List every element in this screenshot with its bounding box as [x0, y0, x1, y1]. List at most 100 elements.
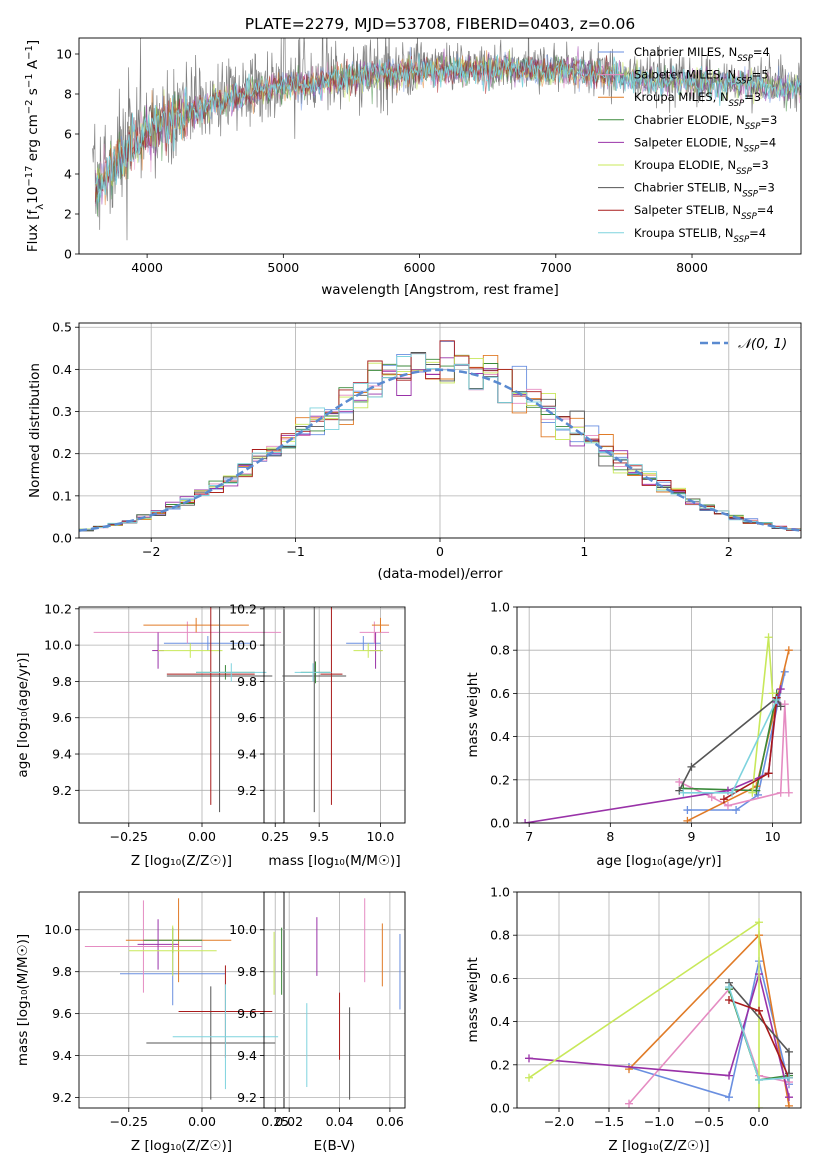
y-axis-label: mass weight [465, 957, 481, 1042]
y-tick-label: 9.4 [52, 747, 72, 762]
y-tick-label: 10 [56, 47, 72, 62]
massweight-marker [723, 801, 732, 810]
y-tick-label: 0.2 [490, 1057, 510, 1072]
y-tick-label: 4 [64, 167, 72, 182]
x-tick-label: 0.04 [326, 1114, 354, 1129]
x-tick-label: 8000 [676, 260, 708, 275]
x-tick-label: 4000 [131, 260, 163, 275]
y-tick-label: 9.6 [52, 710, 72, 725]
y-axis-label-part: −1 [24, 45, 35, 60]
x-axis-label: age [log₁₀(age/yr)] [596, 853, 721, 869]
y-tick-label: 0.8 [490, 643, 510, 658]
spectrum-title: PLATE=2279, MJD=53708, FIBERID=0403, z=0… [245, 15, 635, 33]
massweight-marker [755, 1075, 763, 1084]
plot-area [264, 892, 405, 1108]
legend-label-main: Kroupa ELODIE, N [634, 158, 736, 172]
massweight-marker [687, 762, 696, 771]
massweight-line [678, 696, 782, 791]
x-tick-label: −2.0 [544, 1114, 574, 1129]
y-tick-label: 10.2 [44, 601, 72, 616]
legend-label-sub: SSP [729, 99, 745, 109]
y-axis-label: age [log₁₀(age/yr)] [15, 652, 31, 777]
x-tick-label: 9 [687, 829, 695, 844]
x-tick-label: −0.5 [694, 1114, 724, 1129]
legend-label-sub: SSP [736, 167, 752, 177]
massweight-marker [785, 1093, 793, 1102]
y-tick-label: 9.4 [237, 1048, 257, 1063]
massweight-vs-age-panel: 7 8 9 10 0.0 0.2 0.4 0.6 0.8 1.0 age [log₁₀(age/yr… [465, 600, 802, 869]
model-fit-line [95, 52, 801, 203]
plot-area [517, 607, 801, 823]
axes-frame [263, 891, 406, 1109]
y-axis-label-part: erg cm [25, 114, 41, 165]
axes-frame [78, 891, 285, 1109]
x-axis-label: Z [log₁₀(Z/Z☉)] [131, 1138, 232, 1154]
y-tick-label: 9.8 [52, 964, 72, 979]
massweight-line [528, 920, 760, 1108]
axes-frame [516, 891, 802, 1109]
y-axis-label-part: −2 [24, 99, 35, 114]
legend-label-main: Kroupa MILES, N [634, 90, 729, 104]
y-axis-label: Normed distribution [27, 363, 43, 498]
y-axis-label: mass [log₁₀(M/M☉)] [15, 934, 31, 1066]
massweight-marker [764, 769, 773, 778]
x-tick-label: 0.06 [376, 1114, 404, 1129]
x-axis-label: wavelength [Angstrom, rest frame] [321, 282, 559, 298]
x-tick-label: 0.25 [261, 1114, 289, 1129]
massweight-marker [764, 633, 773, 642]
plot-area [79, 323, 801, 538]
legend-label-tail: =3 [744, 90, 761, 104]
legend-label-main: Kroupa STELIB, N [634, 226, 734, 240]
legend-label: Salpeter MILES, NSSP=5 [634, 68, 769, 87]
x-tick-label: 8 [606, 829, 614, 844]
legend-label-main: Chabrier MILES, N [634, 45, 737, 59]
legend-label-tail: =3 [758, 181, 775, 195]
x-axis-label: mass [log₁₀(M/M☉)] [268, 853, 400, 869]
x-tick-label: 0.02 [275, 1114, 303, 1129]
massweight-marker [776, 685, 785, 694]
massweight-marker [785, 1073, 793, 1082]
massweight-marker [707, 793, 716, 802]
y-tick-label: 9.2 [52, 1090, 72, 1105]
y-tick-label: 10.0 [229, 638, 257, 653]
y-axis-label-part: ] [25, 40, 41, 45]
legend-label-sub: SSP [737, 54, 753, 64]
legend-label-main: Chabrier STELIB, N [634, 181, 742, 195]
massweight-marker [784, 788, 793, 797]
massweight-marker [521, 819, 530, 823]
y-tick-label: 0.4 [490, 729, 510, 744]
mass-vs-extinction-panel: 0.02 0.04 0.06 9.2 9.4 9.6 9.8 10.0 E(B-V) [229, 891, 406, 1154]
massweight-marker [785, 1101, 793, 1108]
y-tick-label: 9.2 [52, 783, 72, 798]
massweight-marker [625, 1099, 633, 1108]
y-tick-label: 0.4 [490, 1014, 510, 1029]
y-tick-label: 9.6 [52, 1006, 72, 1021]
y-tick-label: 9.2 [237, 1090, 257, 1105]
massweight-marker [725, 996, 733, 1004]
massweight-marker [525, 1054, 533, 1063]
mass-vs-metallicity-panel: −0.25 0.00 0.25 9.2 9.4 9.6 9.8 10.0 Z [log₁₀(Z/… [15, 891, 289, 1154]
y-tick-label: 9.8 [237, 674, 257, 689]
y-tick-label: 0.3 [52, 404, 72, 419]
y-tick-label: 0.8 [490, 928, 510, 943]
x-tick-label: 5000 [267, 260, 299, 275]
massweight-marker [728, 788, 737, 797]
legend-label-main: Salpeter MILES, N [634, 68, 736, 82]
x-tick-label: 7000 [540, 260, 572, 275]
residual-histogram-panel: −2 −1 0 1 2 0.0 0.1 0.2 0.3 0.4 0.5 𝒩(0, 1) (data-mo… [27, 320, 802, 582]
x-axis-label: (data-model)/error [377, 566, 503, 582]
legend-label: Chabrier MILES, NSSP=4 [634, 45, 770, 64]
age-vs-metallicity-panel: −0.25 0.00 0.25 9.2 9.4 9.6 9.8 10.0 10.2 Z [log₁… [15, 601, 289, 869]
y-axis-label-part: A [25, 59, 41, 73]
y-tick-label: 0.2 [52, 446, 72, 461]
massweight-marker [755, 1104, 763, 1108]
y-tick-label: 1.0 [490, 885, 510, 900]
y-axis-label-part: Flux [f [25, 209, 41, 253]
massweight-marker [772, 695, 781, 704]
massweight-marker [725, 1071, 733, 1080]
y-tick-label: 6 [64, 127, 72, 142]
legend-label-tail: =5 [752, 68, 769, 82]
legend-label: Kroupa ELODIE, NSSP=3 [634, 158, 769, 177]
x-tick-label: −1.5 [594, 1114, 624, 1129]
y-tick-label: 9.4 [52, 1048, 72, 1063]
